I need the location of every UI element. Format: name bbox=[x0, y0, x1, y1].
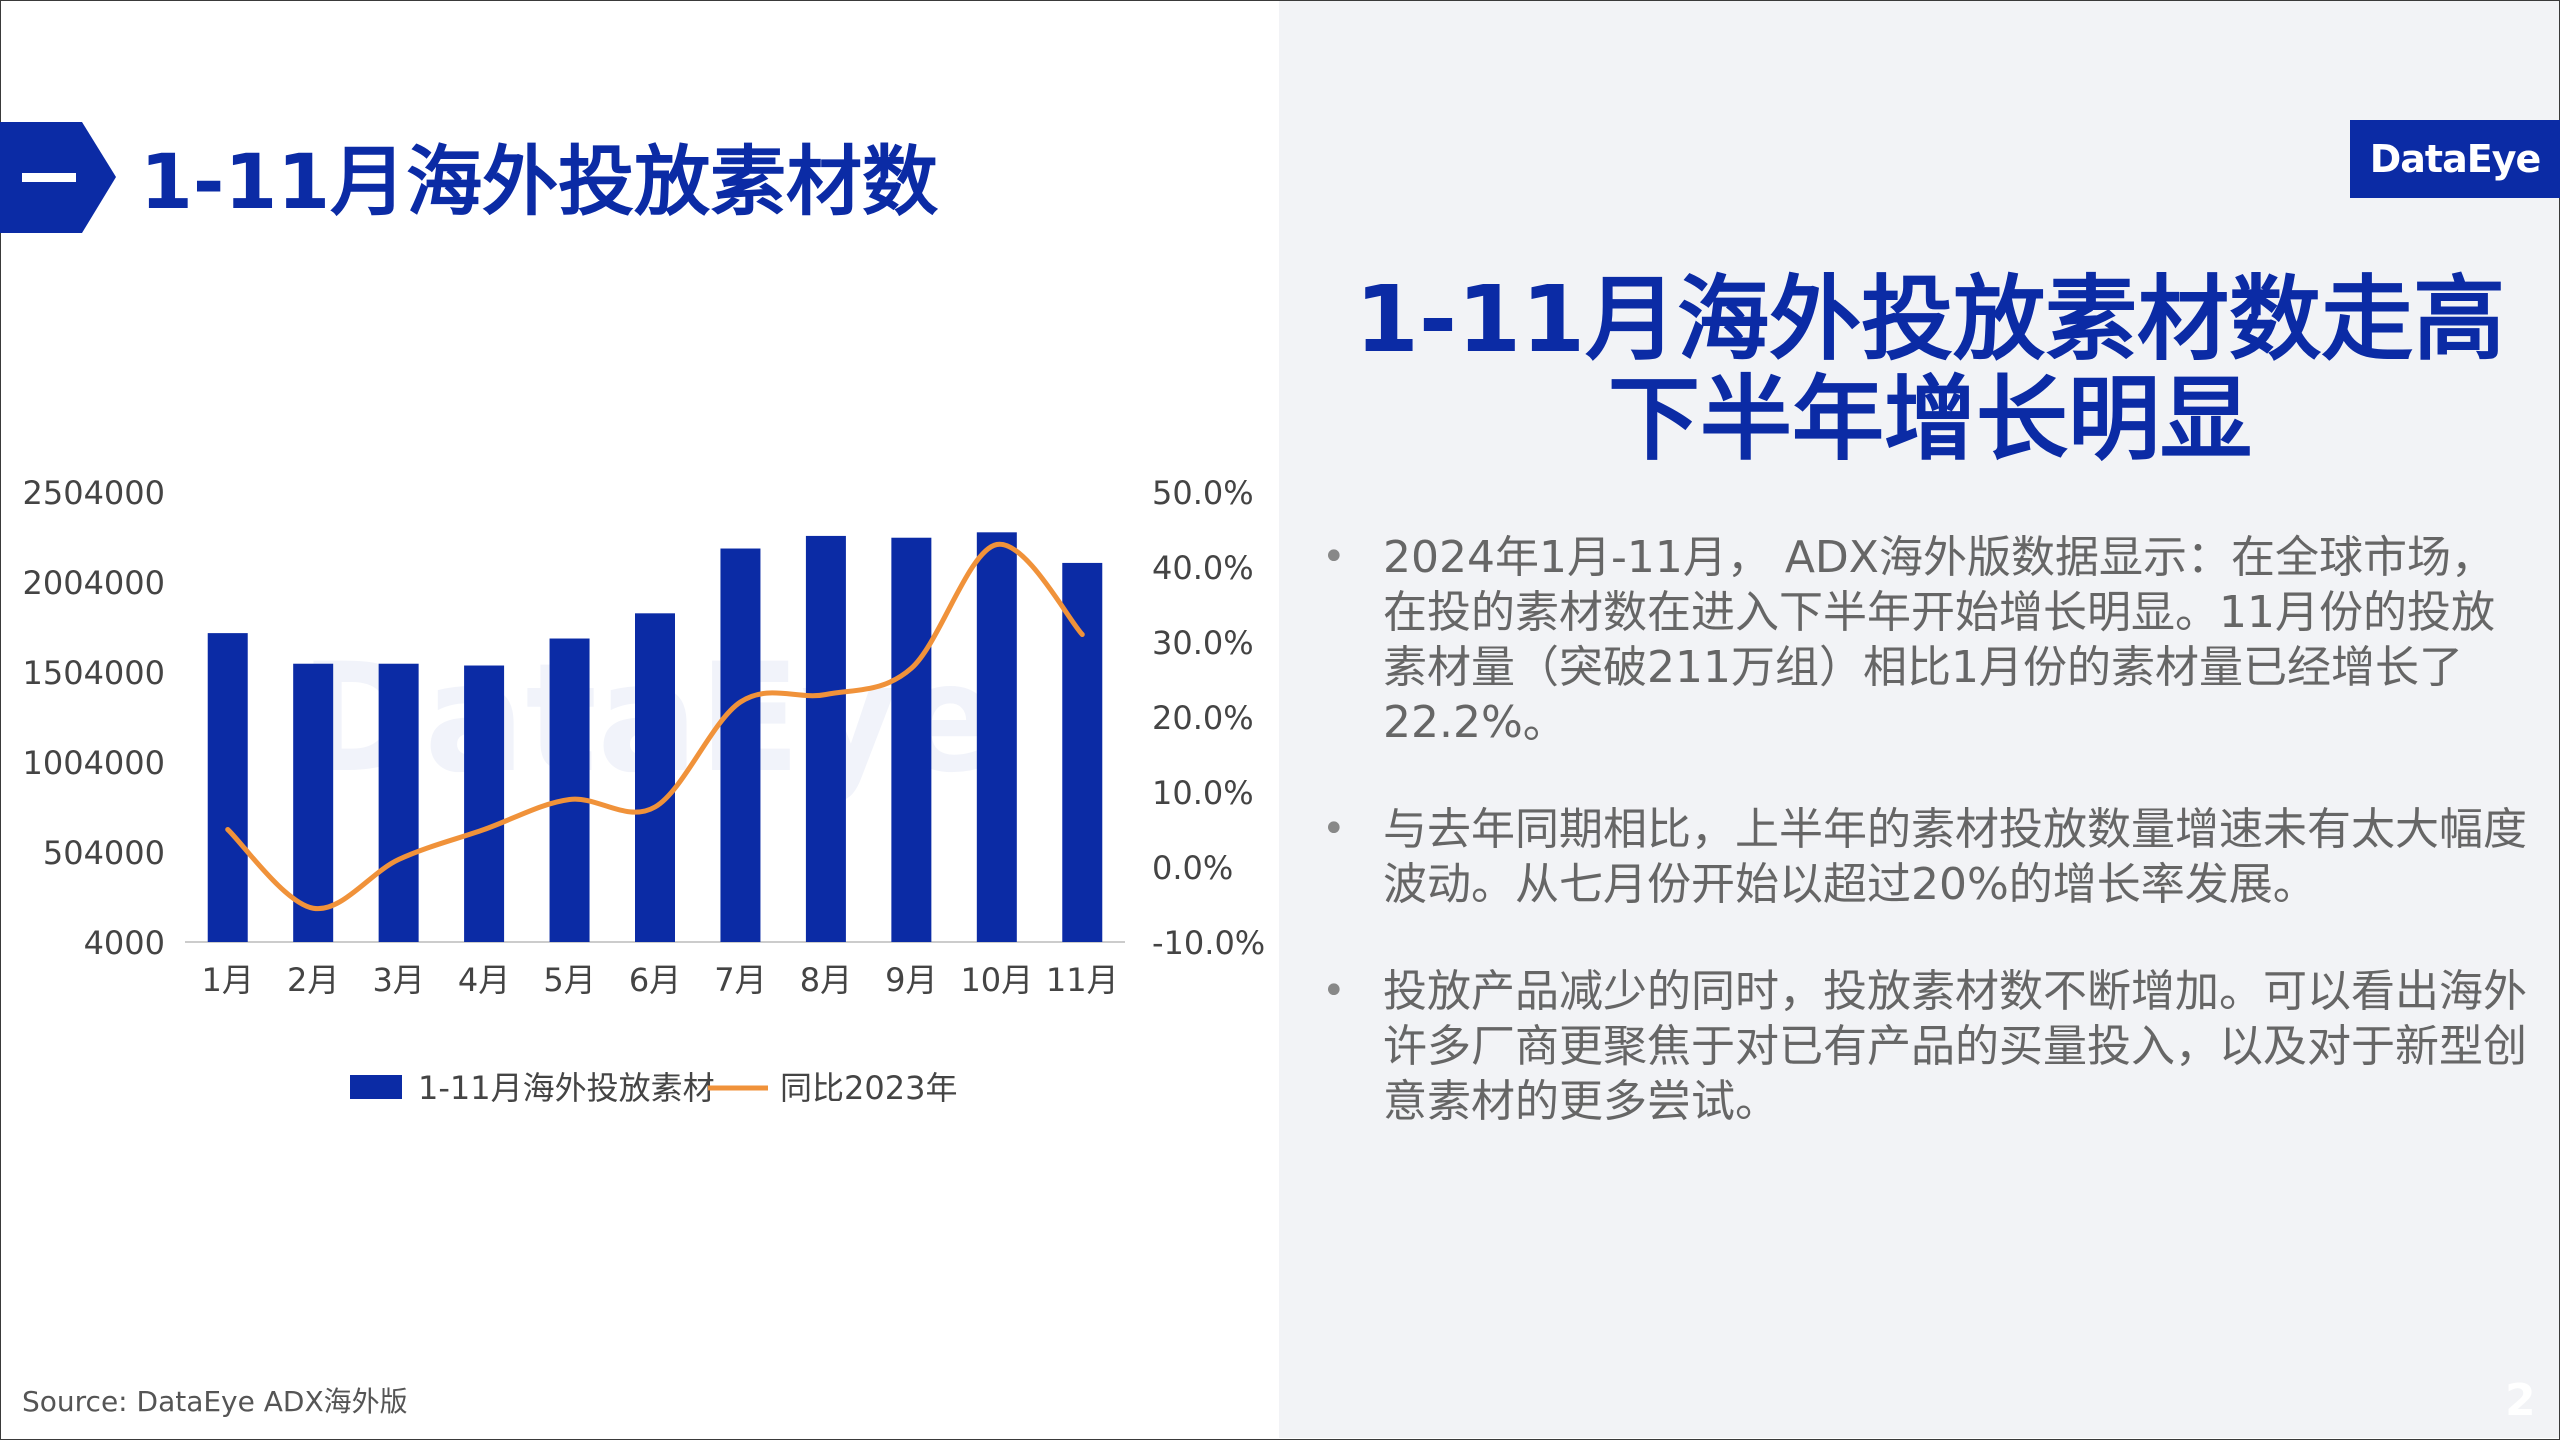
x-tick-label: 7月 bbox=[714, 961, 766, 999]
x-tick-label: 6月 bbox=[629, 961, 681, 999]
bullet-text: 2024年1月-11月， ADX海外版数据显示：在全球市场，在投的素材数在进入下… bbox=[1383, 532, 2495, 748]
y-left-tick-label: 2504000 bbox=[22, 474, 165, 512]
legend-bar-swatch bbox=[350, 1075, 402, 1099]
bar-11 bbox=[1062, 562, 1103, 942]
y-right-tick-label: 0.0% bbox=[1152, 849, 1233, 887]
bullet-dot-icon: • bbox=[1322, 968, 1346, 1014]
bar-1 bbox=[207, 633, 248, 942]
source-note: Source: DataEye ADX海外版 bbox=[22, 1385, 408, 1418]
y-left-tick-label: 2004000 bbox=[22, 564, 165, 602]
y-left-tick-label: 1004000 bbox=[22, 744, 165, 782]
x-tick-label: 5月 bbox=[543, 961, 595, 999]
right-title: 1-11月海外投放素材数走高 下半年增长明显 bbox=[1320, 270, 2540, 470]
legend-line-label: 同比2023年 bbox=[780, 1069, 957, 1107]
right-title-line2: 下半年增长明显 bbox=[1607, 366, 2252, 473]
y-right-tick-label: 40.0% bbox=[1152, 549, 1254, 587]
bullet-list: • 2024年1月-11月， ADX海外版数据显示：在全球市场，在投的素材数在进… bbox=[1318, 530, 2533, 1181]
bullet-item: • 与去年同期相比，上半年的素材投放数量增速未有太大幅度波动。从七月份开始以超过… bbox=[1318, 802, 2533, 912]
combo-chart: DataEye250400020040001504000100400050400… bbox=[22, 474, 1265, 1107]
dataeye-logo: DataEye bbox=[2350, 120, 2560, 198]
yoy-line bbox=[225, 541, 1085, 912]
bullet-text: 与去年同期相比，上半年的素材投放数量增速未有太大幅度波动。从七月份开始以超过20… bbox=[1383, 804, 2527, 910]
y-right-tick-label: -10.0% bbox=[1152, 924, 1265, 962]
y-right-tick-label: 50.0% bbox=[1152, 474, 1254, 512]
bar-4 bbox=[464, 665, 505, 942]
page-number: 2 bbox=[2505, 1375, 2536, 1426]
x-tick-label: 10月 bbox=[960, 961, 1033, 999]
bar-2 bbox=[293, 663, 334, 942]
y-left-tick-label: 4000 bbox=[84, 924, 165, 962]
y-right-tick-label: 30.0% bbox=[1152, 624, 1254, 662]
bar-6 bbox=[635, 613, 675, 942]
bar-10 bbox=[976, 532, 1017, 942]
bullet-dot-icon: • bbox=[1322, 806, 1346, 852]
right-pane bbox=[1279, 1, 2559, 1438]
right-title-line1: 1-11月海外投放素材数走高 bbox=[1354, 266, 2506, 373]
x-tick-label: 3月 bbox=[372, 961, 424, 999]
legend-bar-label: 1-11月海外投放素材 bbox=[418, 1069, 715, 1107]
left-title: 1-11月海外投放素材数 bbox=[140, 137, 939, 226]
section-dash-icon bbox=[22, 173, 76, 182]
x-tick-label: 11月 bbox=[1046, 961, 1119, 999]
y-right-tick-label: 20.0% bbox=[1152, 699, 1254, 737]
y-left-tick-label: 504000 bbox=[43, 834, 165, 872]
bar-3 bbox=[378, 663, 419, 942]
x-tick-label: 4月 bbox=[458, 961, 510, 999]
x-tick-label: 1月 bbox=[202, 961, 254, 999]
x-tick-label: 9月 bbox=[885, 961, 937, 999]
bar-8 bbox=[805, 535, 846, 942]
bullet-text: 投放产品减少的同时，投放素材数不断增加。可以看出海外许多厂商更聚焦于对已有产品的… bbox=[1383, 966, 2527, 1127]
y-right-tick-label: 10.0% bbox=[1152, 774, 1254, 812]
bar-5 bbox=[549, 638, 590, 942]
y-left-tick-label: 1504000 bbox=[22, 654, 165, 692]
bar-9 bbox=[891, 537, 932, 942]
bullet-item: • 投放产品减少的同时，投放素材数不断增加。可以看出海外许多厂商更聚焦于对已有产… bbox=[1318, 964, 2533, 1129]
bullet-dot-icon: • bbox=[1322, 534, 1346, 580]
bar-7 bbox=[720, 548, 761, 942]
x-tick-label: 8月 bbox=[800, 961, 852, 999]
bullet-item: • 2024年1月-11月， ADX海外版数据显示：在全球市场，在投的素材数在进… bbox=[1318, 530, 2533, 750]
x-tick-label: 2月 bbox=[287, 961, 339, 999]
